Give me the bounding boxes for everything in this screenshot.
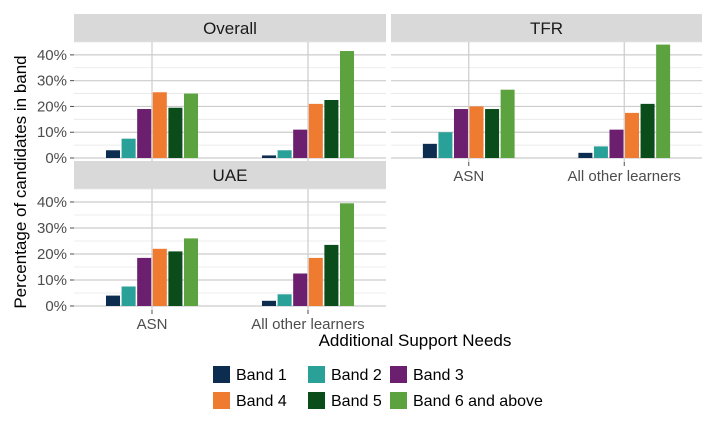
x-tick-label: All other learners <box>568 168 681 185</box>
legend-item-band-5: Band 5 <box>308 392 382 410</box>
legend-swatch <box>390 392 407 409</box>
bar-asn-band-3 <box>137 109 152 158</box>
bar-all-other-learners-band-4 <box>308 257 323 306</box>
bar-all-other-learners-band-3 <box>293 273 308 306</box>
bar-all-other-learners-band-5 <box>324 244 339 306</box>
gridlines <box>74 188 386 310</box>
bar-asn-band-6-and-above <box>183 238 199 306</box>
bar-all-other-learners-band-6-and-above <box>656 44 671 159</box>
bar-all-other-learners-band-3 <box>609 129 624 158</box>
bar-all-other-learners-band-2 <box>593 146 608 158</box>
legend-swatch <box>213 392 230 409</box>
y-tick-label: 0% <box>45 150 67 167</box>
legend-label: Band 4 <box>236 393 287 410</box>
x-tick-label: ASN <box>137 316 168 333</box>
bar-asn-band-3 <box>137 257 152 306</box>
bar-asn-band-2 <box>121 286 136 306</box>
bar-all-other-learners-band-2 <box>277 294 292 306</box>
legend-item-band-4: Band 4 <box>213 392 287 410</box>
legend-swatch <box>390 366 407 383</box>
bar-all-other-learners-band-2 <box>277 150 292 158</box>
panel-tfr: TFR ASN All other learners <box>391 14 702 185</box>
bar-asn-band-1 <box>105 150 121 158</box>
chart-panels: Overall 0% 10% 20% 30% 40% TFR ASN All other lea… <box>37 14 702 333</box>
legend-label: Band 3 <box>413 367 464 384</box>
y-tick-label: 20% <box>37 246 67 263</box>
bar-all-other-learners-band-3 <box>293 129 308 158</box>
y-tick-label: 40% <box>37 47 67 64</box>
legend-label: Band 1 <box>236 367 287 384</box>
facet-strip <box>74 161 386 189</box>
bar-all-other-learners-band-1 <box>261 300 277 306</box>
bar-asn-band-1 <box>422 143 437 158</box>
bar-asn-band-5 <box>168 107 183 158</box>
legend-label: Band 2 <box>331 367 382 384</box>
bar-asn-band-4 <box>469 106 484 158</box>
y-tick-label: 10% <box>37 124 67 141</box>
y-tick-label: 40% <box>37 194 67 211</box>
bar-all-other-learners-band-1 <box>578 152 593 158</box>
legend-item-band-3: Band 3 <box>390 366 464 384</box>
x-tick-label: All other learners <box>251 316 364 333</box>
legend: Band 1 Band 2 Band 3 Band 4 Band 5 Band 6 and… <box>213 366 543 410</box>
bar-all-other-learners-band-4 <box>308 103 323 158</box>
gridlines <box>391 41 702 162</box>
bar-asn-band-4 <box>152 248 167 306</box>
facet-title: UAE <box>213 166 248 185</box>
bar-asn-band-4 <box>152 92 167 158</box>
legend-swatch <box>213 366 230 383</box>
facet-title: Overall <box>203 19 257 38</box>
panel-uae: UAE ASN All other learners 0% 10% 20% 30% 40% <box>37 161 386 333</box>
facet-strip <box>391 14 702 42</box>
bar-asn-band-6-and-above <box>500 89 515 158</box>
y-tick-label: 30% <box>37 73 67 90</box>
bar-asn-band-5 <box>485 109 500 158</box>
bar-all-other-learners-band-6-and-above <box>339 203 355 306</box>
bar-asn-band-2 <box>121 138 136 158</box>
legend-label: Band 6 and above <box>413 393 543 410</box>
y-tick-label: 20% <box>37 98 67 115</box>
bar-all-other-learners-band-4 <box>625 112 640 158</box>
bar-asn-band-3 <box>453 109 468 158</box>
x-tick-label: ASN <box>453 168 484 185</box>
bar-all-other-learners-band-6-and-above <box>339 51 355 159</box>
y-tick-label: 30% <box>37 220 67 237</box>
legend-item-band-2: Band 2 <box>308 366 382 384</box>
legend-item-band-6-and-above: Band 6 and above <box>390 392 543 410</box>
gridlines <box>74 41 386 162</box>
legend-swatch <box>308 392 325 409</box>
bar-all-other-learners-band-1 <box>261 155 277 158</box>
facet-title: TFR <box>530 19 563 38</box>
panel-overall: Overall 0% 10% 20% 30% 40% <box>37 14 386 167</box>
y-axis-title: Percentage of candidates in band <box>11 55 30 308</box>
facet-strip <box>74 14 386 42</box>
bar-asn-band-5 <box>168 251 183 306</box>
legend-swatch <box>308 366 325 383</box>
y-tick-label: 0% <box>45 298 67 315</box>
bar-asn-band-2 <box>438 132 453 158</box>
bar-all-other-learners-band-5 <box>324 100 339 158</box>
legend-item-band-1: Band 1 <box>213 366 287 384</box>
bar-asn-band-1 <box>105 295 121 306</box>
legend-label: Band 5 <box>331 393 382 410</box>
bar-asn-band-6-and-above <box>183 93 199 158</box>
x-axis-title: Additional Support Needs <box>319 331 512 350</box>
bar-all-other-learners-band-5 <box>640 103 655 158</box>
y-tick-label: 10% <box>37 272 67 289</box>
